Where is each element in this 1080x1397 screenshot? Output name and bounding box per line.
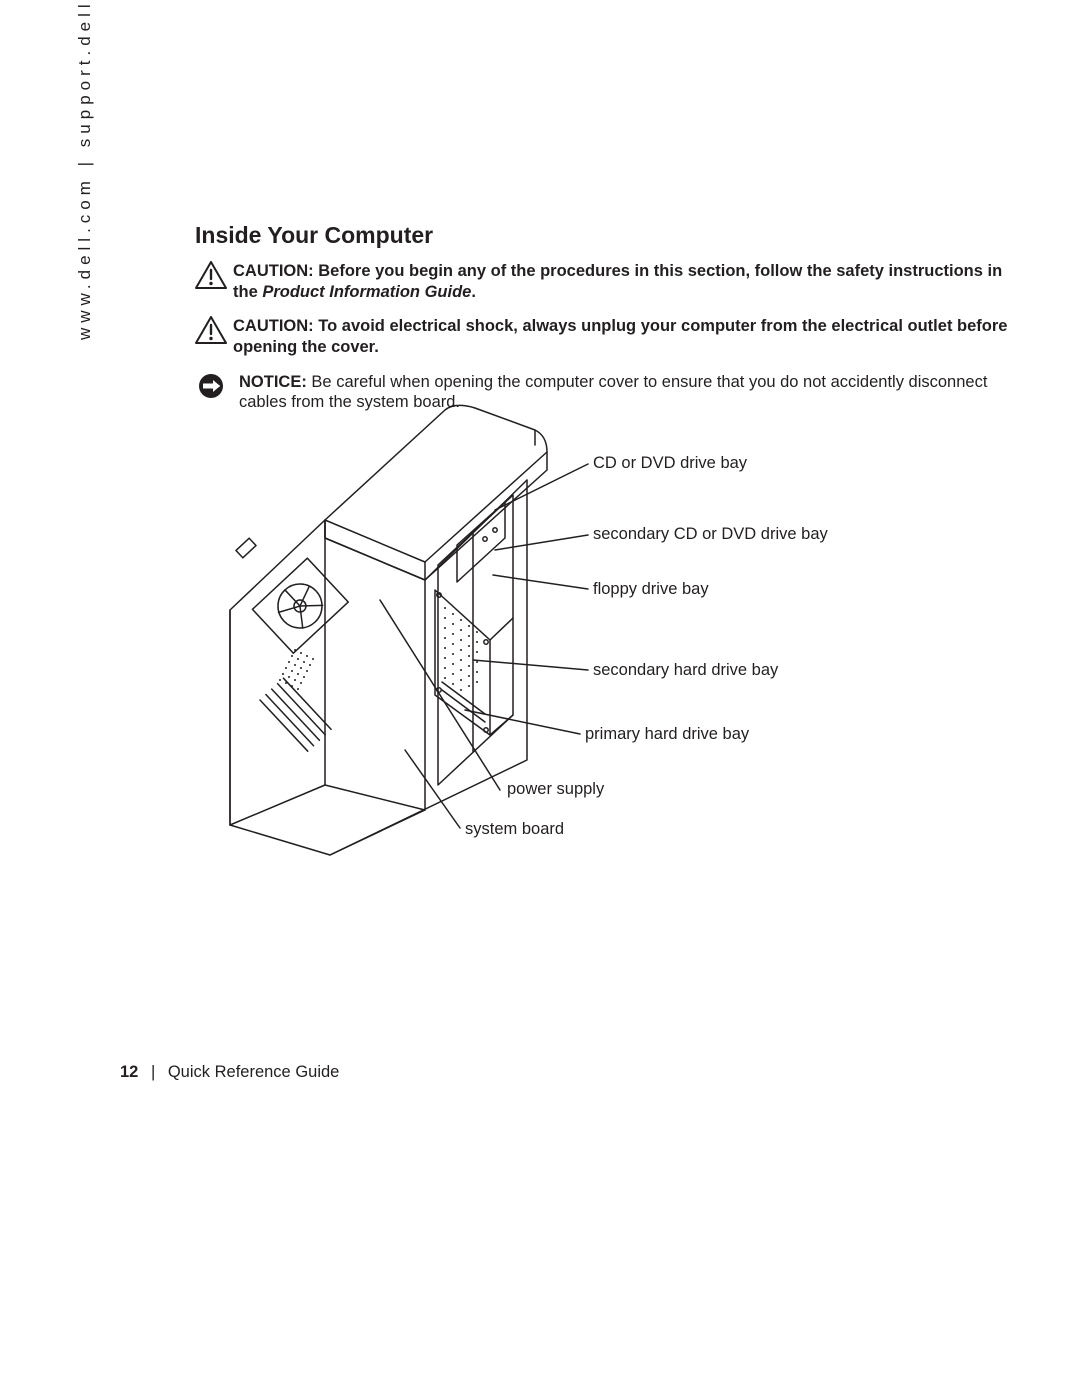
callout-power-supply: power supply [507, 780, 604, 799]
caution-2-label: CAUTION: [233, 317, 318, 335]
caution-1-body-b: . [471, 283, 476, 301]
caution-triangle-icon [195, 316, 227, 344]
callout-secondary-cd-dvd: secondary CD or DVD drive bay [593, 525, 828, 544]
page-footer: 12 | Quick Reference Guide [120, 1063, 339, 1082]
document-page: www.dell.com | support.dell.com Inside Y… [0, 0, 1080, 1397]
caution-row-2: CAUTION: To avoid electrical shock, alwa… [195, 316, 1025, 357]
page-number: 12 [120, 1063, 138, 1081]
caution-1-italic: Product Information Guide [262, 283, 471, 301]
footer-title: Quick Reference Guide [168, 1063, 340, 1081]
caution-triangle-icon [195, 261, 227, 289]
caution-1-text: CAUTION: Before you begin any of the pro… [233, 261, 1025, 302]
section-heading: Inside Your Computer [195, 222, 1025, 249]
callout-floppy: floppy drive bay [593, 580, 709, 599]
caution-2-text: CAUTION: To avoid electrical shock, alwa… [233, 316, 1025, 357]
caution-row-1: CAUTION: Before you begin any of the pro… [195, 261, 1025, 302]
side-url-text: www.dell.com | support.dell.com [75, 0, 94, 340]
callout-primary-hdd: primary hard drive bay [585, 725, 749, 744]
computer-diagram: CD or DVD drive bay secondary CD or DVD … [195, 390, 1025, 860]
caution-2-body: To avoid electrical shock, always unplug… [233, 317, 1007, 356]
notice-label: NOTICE: [239, 373, 311, 391]
footer-separator: | [151, 1063, 155, 1081]
caution-1-label: CAUTION: [233, 262, 318, 280]
callout-system-board: system board [465, 820, 564, 839]
callout-cd-dvd: CD or DVD drive bay [593, 454, 747, 473]
callout-secondary-hdd: secondary hard drive bay [593, 661, 778, 680]
side-url: www.dell.com | support.dell.com [75, 0, 95, 340]
